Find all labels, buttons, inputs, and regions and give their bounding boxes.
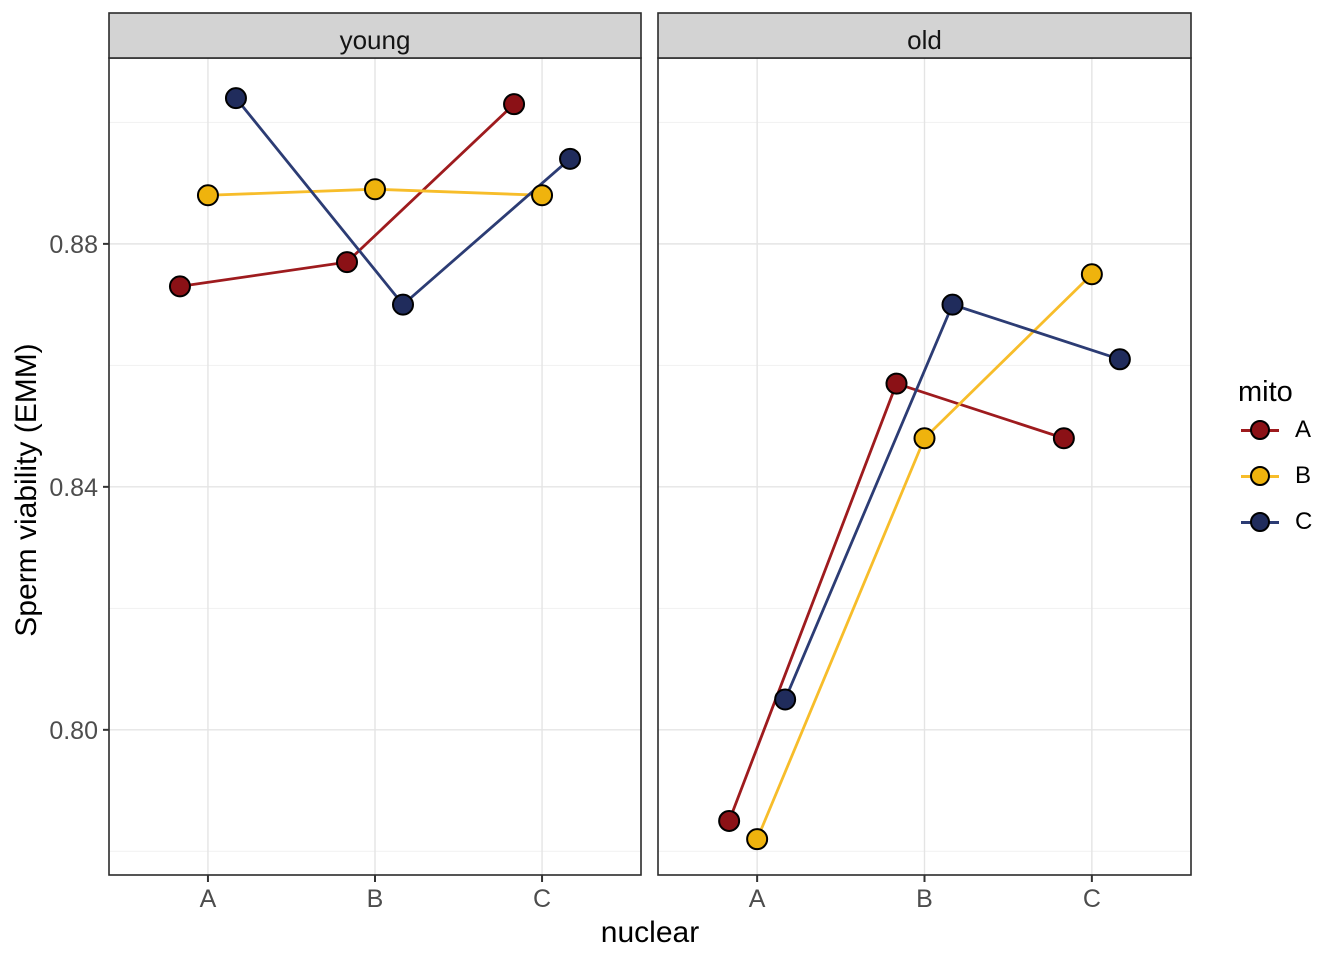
legend-entry-a: A (1237, 407, 1312, 453)
x-axis-title: nuclear (600, 916, 700, 949)
point-young-B-C (531, 184, 554, 207)
y-tick-label-0.88: 0.88 (49, 231, 98, 259)
point-old-B-B (913, 427, 936, 450)
y-tick-label-0.80: 0.80 (49, 717, 98, 745)
point-old-A-C (1052, 427, 1075, 450)
point-young-A-C (503, 93, 526, 116)
legend: mito A B C (1237, 378, 1312, 545)
point-old-C-B (941, 293, 964, 316)
legend-title: mito (1238, 376, 1293, 408)
point-old-A-B (885, 372, 908, 395)
point-young-B-A (196, 184, 219, 207)
point-young-B-B (364, 178, 386, 201)
y-axis-title: Sperm viability (EMM) (10, 343, 43, 637)
facet-strip-young (108, 12, 642, 59)
point-old-B-A (746, 828, 769, 851)
legend-label: A (1295, 416, 1312, 443)
point-young-C-B (392, 293, 414, 316)
x-tick-label-young-A: A (200, 885, 217, 913)
legend-point-swatch (1250, 512, 1270, 532)
y-tick-label-0.84: 0.84 (49, 474, 98, 502)
x-tick-label-young-C: C (533, 885, 551, 913)
legend-point-swatch (1250, 420, 1270, 440)
legend-entry-c: C (1237, 499, 1312, 545)
legend-entry-b: B (1237, 453, 1312, 499)
point-young-A-A (168, 275, 191, 298)
point-young-C-A (224, 87, 247, 110)
legend-label: B (1295, 462, 1312, 489)
x-tick-label-old-B: B (916, 885, 933, 913)
x-tick-label-old-A: A (749, 885, 766, 913)
legend-key-b (1241, 464, 1279, 488)
point-old-C-A (774, 688, 797, 711)
point-old-B-C (1080, 263, 1103, 286)
legend-key-a (1241, 418, 1279, 442)
facet-strip-label-old: old (907, 25, 942, 55)
facet-strip-old (657, 12, 1192, 59)
point-young-A-B (336, 251, 358, 274)
legend-key-c (1241, 510, 1279, 534)
facet-strip-label-young: young (340, 25, 411, 55)
x-tick-label-young-B: B (367, 885, 384, 913)
legend-label: C (1295, 508, 1313, 535)
point-young-C-C (559, 147, 582, 170)
point-old-A-A (718, 809, 741, 832)
point-old-C-C (1108, 348, 1131, 371)
x-tick-label-old-C: C (1083, 885, 1101, 913)
legend-point-swatch (1250, 466, 1270, 486)
